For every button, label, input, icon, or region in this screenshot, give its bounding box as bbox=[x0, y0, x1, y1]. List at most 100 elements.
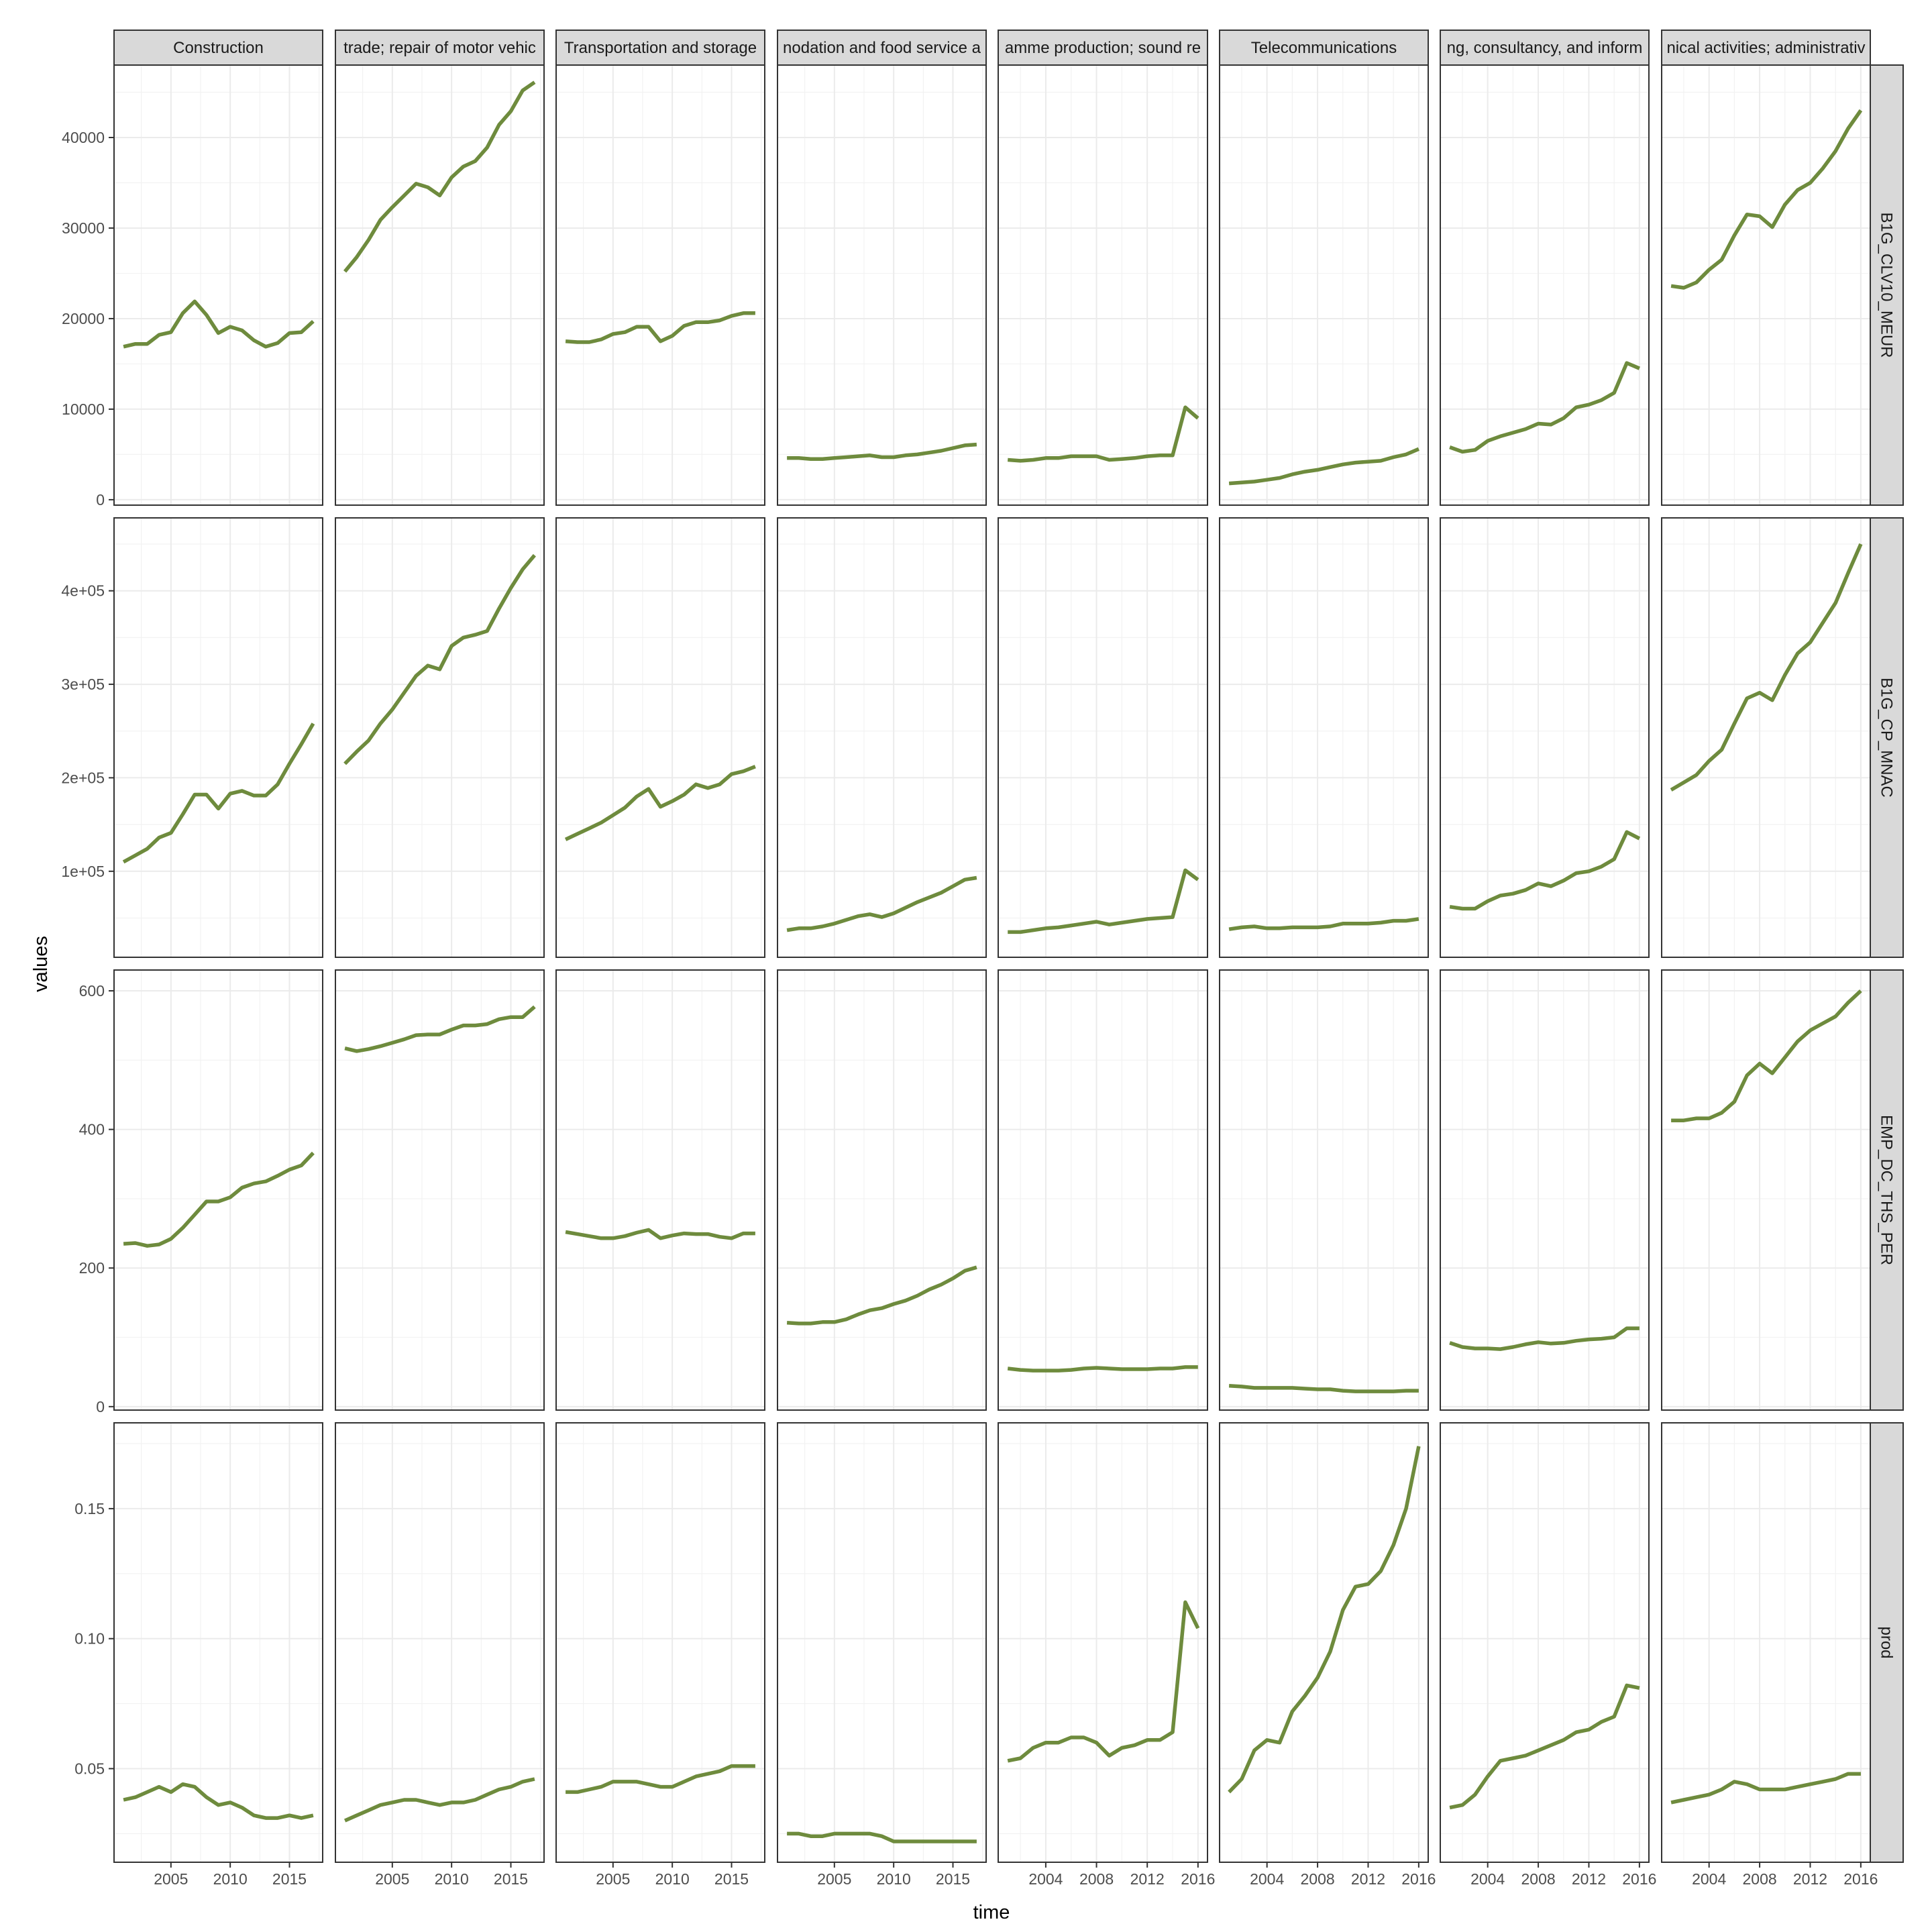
y-tick-label: 20000 bbox=[62, 310, 105, 327]
column-strip-label: nodation and food service a bbox=[783, 39, 981, 57]
y-tick-label: 0 bbox=[96, 1398, 105, 1415]
series-line bbox=[122, 722, 315, 864]
x-tick-label: 2004 bbox=[1470, 1870, 1505, 1888]
facet-panel: 2005 2010 2015 bbox=[555, 1422, 765, 1888]
panel-border bbox=[555, 969, 765, 1411]
panel-border bbox=[1440, 1422, 1650, 1863]
series-line bbox=[1228, 1446, 1421, 1794]
x-tick-label: 2008 bbox=[1300, 1870, 1334, 1888]
facet-panel bbox=[1219, 969, 1429, 1411]
x-tick-label: 2016 bbox=[1401, 1870, 1436, 1888]
panel-border bbox=[1661, 1422, 1871, 1863]
x-tick-label: 2004 bbox=[1692, 1870, 1726, 1888]
facet-panel bbox=[555, 517, 765, 958]
y-tick-label: 10000 bbox=[62, 400, 105, 418]
series-line bbox=[566, 1764, 755, 1794]
facet-panel bbox=[1440, 64, 1650, 506]
column-strip bbox=[113, 30, 323, 66]
x-tick-label: 2015 bbox=[936, 1870, 970, 1888]
series-line bbox=[344, 1005, 536, 1053]
panel-border bbox=[113, 969, 323, 1411]
y-tick-label: 4e+05 bbox=[61, 582, 105, 600]
series-line bbox=[123, 299, 315, 349]
x-tick-label: 2005 bbox=[375, 1870, 409, 1888]
x-tick-label: 2008 bbox=[1521, 1870, 1555, 1888]
x-tick-label: 2010 bbox=[213, 1870, 248, 1888]
row-strip-label: EMP_DC_THS_PER bbox=[1878, 1115, 1896, 1265]
series-line bbox=[123, 1782, 314, 1820]
panel-border bbox=[1219, 64, 1429, 506]
row-strip-label: B1G_CLV10_MEUR bbox=[1878, 213, 1896, 358]
facet-panel bbox=[335, 64, 545, 506]
facet-panel: 0 10000 20000 30000 40000 bbox=[62, 64, 323, 508]
series-line bbox=[787, 1831, 977, 1843]
facet-panel bbox=[1661, 64, 1871, 506]
series-line bbox=[1671, 989, 1862, 1122]
y-tick-label: 40000 bbox=[62, 129, 105, 146]
column-strip-label: nical activities; administrativ bbox=[1666, 39, 1865, 57]
x-tick-label: 2004 bbox=[1028, 1870, 1063, 1888]
panel-border bbox=[335, 64, 545, 506]
y-tick-label: 3e+05 bbox=[61, 676, 105, 693]
facet-panel: 0.05 0.10 0.15 2005 2010 2015 bbox=[74, 1422, 323, 1888]
y-tick-label: 0.05 bbox=[74, 1760, 105, 1777]
y-axis-title: values bbox=[30, 936, 52, 992]
x-tick-label: 2010 bbox=[877, 1870, 911, 1888]
facet-panel bbox=[1661, 969, 1871, 1411]
x-tick-label: 2015 bbox=[714, 1870, 749, 1888]
panel-border bbox=[335, 969, 545, 1411]
panel-border bbox=[998, 517, 1208, 958]
series-line bbox=[343, 80, 536, 273]
row-strip-label: B1G_CP_MNAC bbox=[1878, 678, 1896, 798]
series-line bbox=[1007, 1365, 1198, 1373]
panel-border bbox=[777, 517, 987, 958]
column-strip bbox=[335, 30, 545, 66]
series-line bbox=[1228, 447, 1419, 486]
facet-panel bbox=[335, 969, 545, 1411]
series-line bbox=[1449, 830, 1641, 911]
x-tick-label: 2012 bbox=[1793, 1870, 1827, 1888]
panel-border bbox=[555, 1422, 765, 1863]
column-strip bbox=[1661, 30, 1871, 66]
column-strip-label: trade; repair of motor vehic bbox=[343, 39, 536, 57]
panel-grid: Construction trade; repair of motor vehic… bbox=[61, 30, 1904, 1888]
x-tick-label: 2005 bbox=[817, 1870, 851, 1888]
series-line bbox=[1670, 109, 1863, 290]
facet-panel: 2004 2008 2012 2016 bbox=[998, 1422, 1215, 1888]
panel-border bbox=[1219, 1422, 1429, 1863]
x-tick-label: 2010 bbox=[435, 1870, 469, 1888]
x-tick-label: 2010 bbox=[655, 1870, 690, 1888]
panel-border bbox=[777, 64, 987, 506]
y-tick-label: 200 bbox=[79, 1259, 105, 1277]
panel-border bbox=[1661, 64, 1871, 506]
row-strip bbox=[1870, 517, 1904, 958]
series-line bbox=[564, 765, 756, 841]
panel-border bbox=[1219, 969, 1429, 1411]
column-strip bbox=[1219, 30, 1429, 66]
panel-border bbox=[1440, 969, 1650, 1411]
panel-border bbox=[335, 517, 545, 958]
facet-panel: 2005 2010 2015 bbox=[335, 1422, 545, 1888]
facet-panel bbox=[1440, 517, 1650, 958]
facet-panel bbox=[555, 64, 765, 506]
series-line bbox=[1007, 1600, 1200, 1763]
series-line bbox=[1008, 868, 1199, 934]
series-line bbox=[786, 875, 977, 932]
row-strip bbox=[1870, 969, 1904, 1411]
x-tick-label: 2012 bbox=[1351, 1870, 1385, 1888]
x-tick-label: 2016 bbox=[1622, 1870, 1656, 1888]
x-tick-label: 2012 bbox=[1572, 1870, 1606, 1888]
x-tick-label: 2015 bbox=[272, 1870, 307, 1888]
series-line bbox=[343, 553, 536, 765]
series-line bbox=[1449, 361, 1640, 454]
column-strip-label: Transportation and storage bbox=[564, 39, 757, 57]
panel-border bbox=[113, 64, 323, 506]
column-strip-label: ng, consultancy, and inform bbox=[1447, 39, 1643, 57]
facet-panel bbox=[998, 969, 1208, 1411]
x-tick-label: 2016 bbox=[1181, 1870, 1215, 1888]
panel-border bbox=[1440, 517, 1650, 958]
column-strip-label: Construction bbox=[173, 39, 264, 57]
series-line bbox=[565, 311, 755, 344]
facet-panel: 2005 2010 2015 bbox=[777, 1422, 987, 1888]
x-tick-label: 2015 bbox=[494, 1870, 528, 1888]
